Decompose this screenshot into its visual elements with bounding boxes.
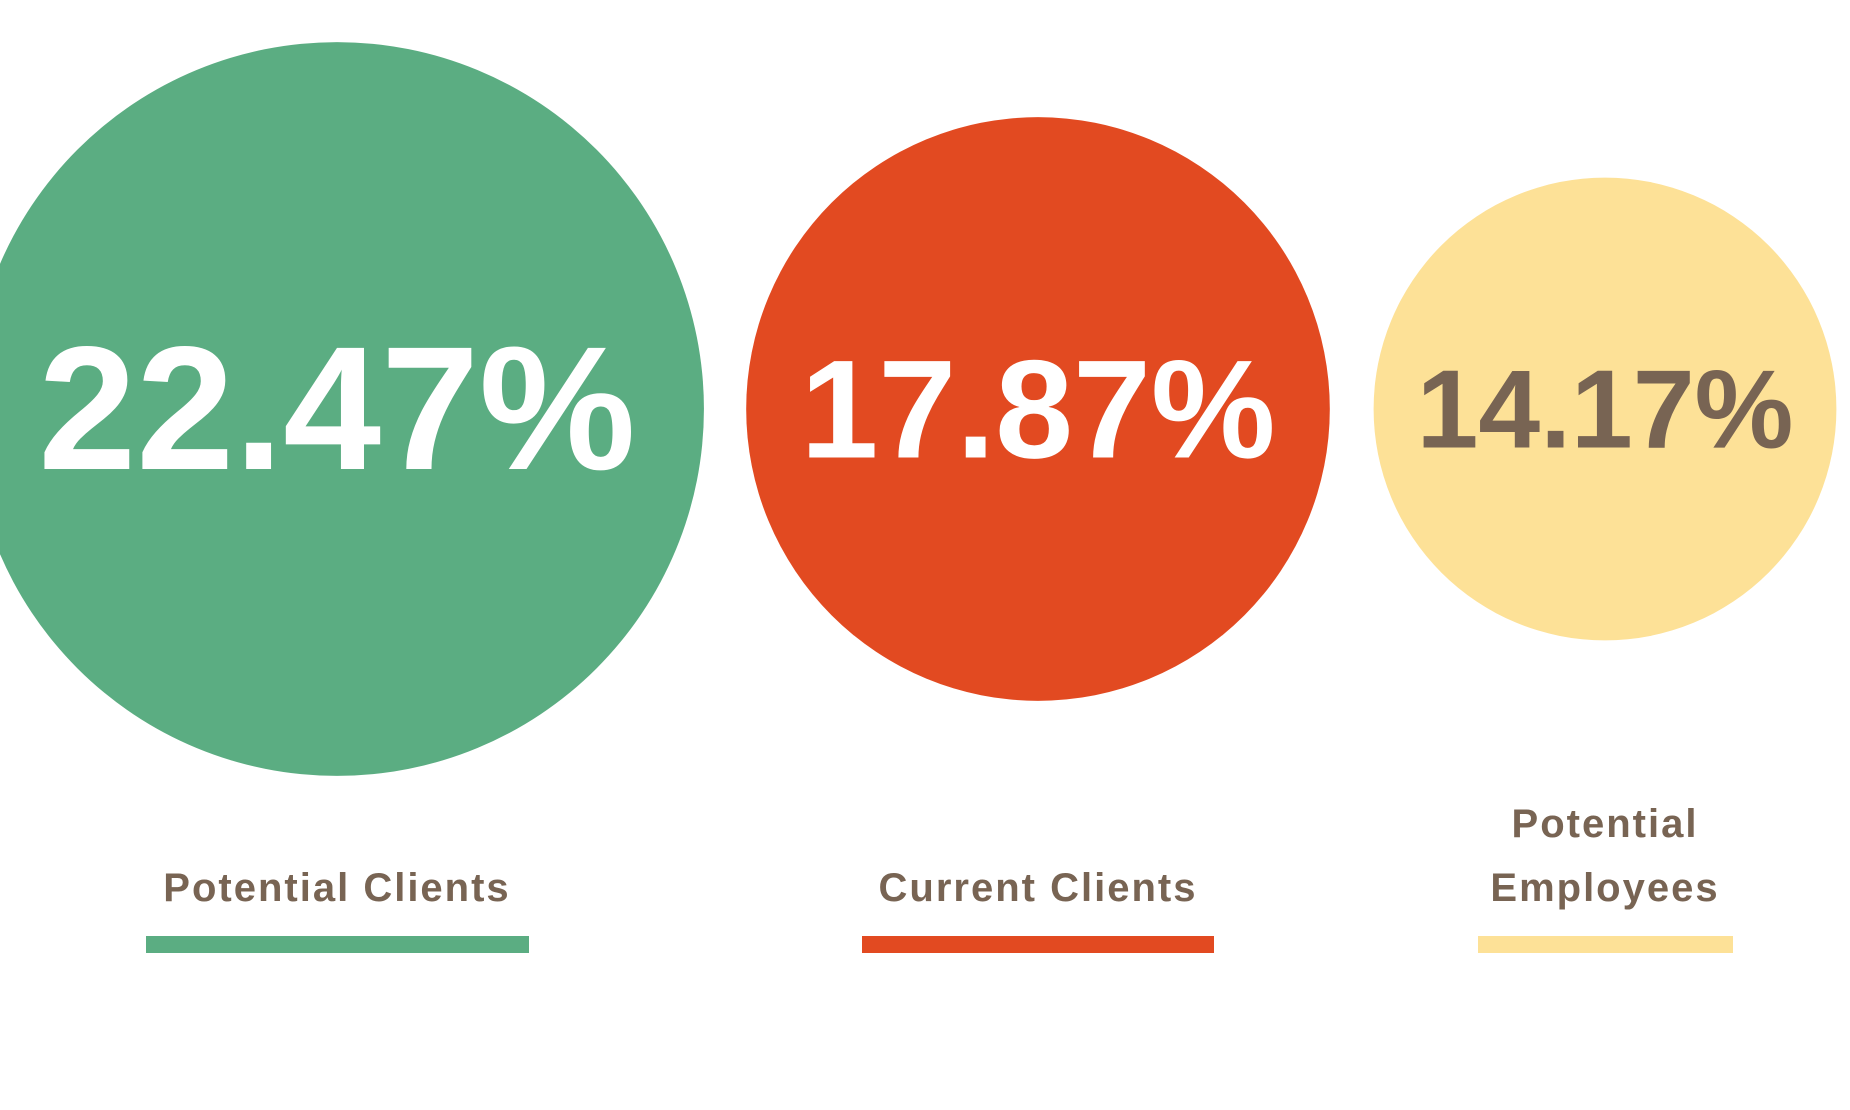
category-label: Potential Employees [1490,802,1720,910]
value-label: 22.47% [38,311,635,507]
bubble [746,117,1330,701]
underline [145,936,529,953]
category-label: Current Clients [878,866,1198,910]
value-label: 14.17% [1417,347,1794,472]
category-label: Potential Clients [163,866,511,910]
underline [1477,936,1733,953]
value-label: 17.87% [800,331,1275,488]
bubble [1373,177,1837,641]
underline [862,936,1214,953]
bubble [0,42,704,776]
